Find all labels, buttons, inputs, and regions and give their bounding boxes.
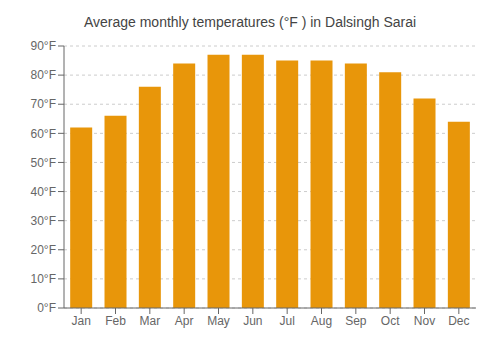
svg-text:Mar: Mar <box>139 314 160 328</box>
svg-text:10°F: 10°F <box>31 272 56 286</box>
svg-text:Aug: Aug <box>311 314 332 328</box>
svg-text:20°F: 20°F <box>31 243 56 257</box>
svg-text:80°F: 80°F <box>31 68 56 82</box>
svg-text:Nov: Nov <box>414 314 435 328</box>
svg-text:Jun: Jun <box>243 314 262 328</box>
svg-text:Jan: Jan <box>71 314 90 328</box>
svg-text:60°F: 60°F <box>31 127 56 141</box>
svg-text:40°F: 40°F <box>31 185 56 199</box>
html-text:Average monthly temperatures (: Average monthly temperatures (°F ) in Da… <box>83 14 417 30</box>
svg-text:May: May <box>207 314 230 328</box>
svg-text:Feb: Feb <box>105 314 126 328</box>
svg-text:Dec: Dec <box>448 314 469 328</box>
svg-text:90°F: 90°F <box>31 39 56 53</box>
svg-text:Apr: Apr <box>175 314 194 328</box>
svg-text:Oct: Oct <box>381 314 400 328</box>
svg-text:30°F: 30°F <box>31 214 56 228</box>
svg-text:Sep: Sep <box>345 314 367 328</box>
svg-text:50°F: 50°F <box>31 156 56 170</box>
svg-text:Jul: Jul <box>279 314 294 328</box>
svg-text:0°F: 0°F <box>37 301 56 315</box>
svg-text:70°F: 70°F <box>31 97 56 111</box>
